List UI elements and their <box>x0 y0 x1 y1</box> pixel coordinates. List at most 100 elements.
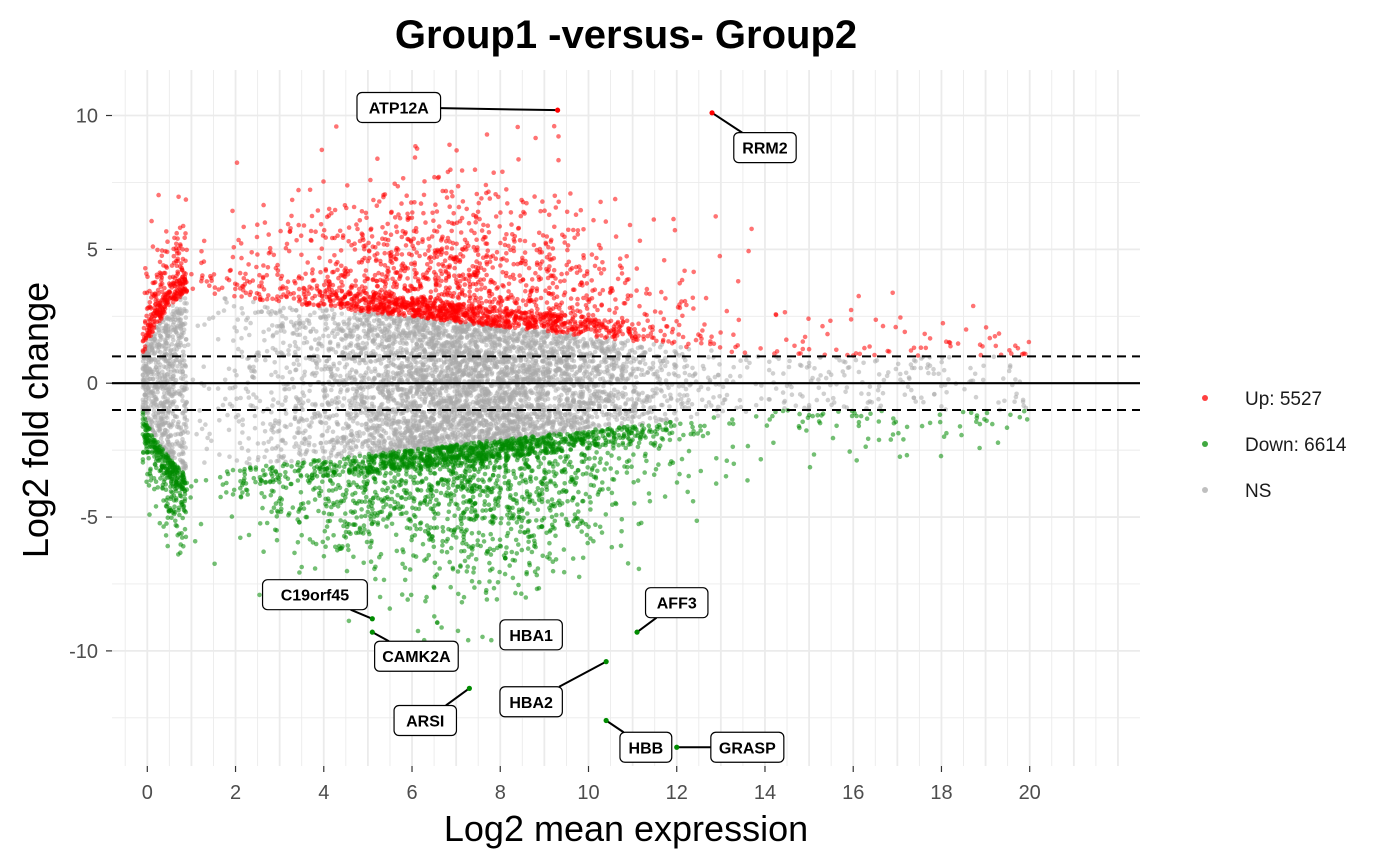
data-point <box>521 351 527 356</box>
data-point <box>323 321 329 327</box>
data-point <box>436 374 442 379</box>
data-point <box>317 358 322 363</box>
data-point <box>334 454 339 459</box>
data-point <box>518 397 523 403</box>
data-point <box>335 395 341 400</box>
data-point <box>881 377 887 383</box>
data-point <box>641 404 646 410</box>
data-point <box>307 388 312 394</box>
data-point <box>262 429 268 434</box>
data-point <box>681 393 687 398</box>
data-point <box>321 388 326 393</box>
data-point <box>222 377 228 383</box>
data-point <box>329 373 335 379</box>
data-point <box>366 376 372 381</box>
data-point <box>171 337 176 343</box>
data-point <box>294 327 300 333</box>
data-point <box>174 404 179 410</box>
data-point <box>541 334 546 339</box>
data-point <box>359 422 365 428</box>
data-point <box>318 440 324 446</box>
data-point <box>895 361 901 367</box>
data-point <box>330 447 335 453</box>
data-point <box>593 410 599 416</box>
data-point <box>384 316 389 322</box>
data-point <box>288 319 294 325</box>
data-point <box>341 356 347 362</box>
data-point <box>155 386 160 392</box>
data-point <box>898 377 903 383</box>
plot-panel: ATP12ARRM2C19orf45CAMK2AHBA1AFF3HBA2ARSI… <box>112 70 1140 766</box>
data-point <box>372 366 378 372</box>
data-point <box>229 403 235 409</box>
data-point <box>319 367 324 372</box>
data-point <box>145 385 151 391</box>
data-point <box>939 383 944 389</box>
data-point <box>182 296 188 301</box>
data-point <box>386 422 391 428</box>
data-point <box>377 318 382 323</box>
data-point <box>306 398 311 404</box>
data-point <box>706 354 711 360</box>
data-point <box>561 344 566 350</box>
data-point <box>962 386 967 392</box>
data-point <box>181 421 187 427</box>
data-point <box>293 343 299 349</box>
data-point <box>390 421 396 426</box>
data-point <box>143 364 148 369</box>
series-ns <box>140 294 1029 472</box>
data-point <box>439 420 444 426</box>
data-point <box>407 435 413 440</box>
data-point <box>314 365 320 370</box>
data-point <box>523 400 528 405</box>
data-point <box>454 365 459 370</box>
data-point <box>312 443 317 448</box>
data-point <box>165 397 170 402</box>
data-point <box>612 414 618 420</box>
data-point <box>358 373 363 378</box>
data-point <box>190 377 196 383</box>
data-point <box>939 359 944 365</box>
data-point <box>423 367 429 373</box>
data-point <box>546 375 552 381</box>
data-point <box>290 331 296 336</box>
data-point <box>363 350 369 356</box>
data-point <box>341 396 347 401</box>
data-point <box>594 414 600 420</box>
data-point <box>587 376 593 382</box>
data-point <box>421 432 426 437</box>
data-point <box>533 385 538 391</box>
data-point <box>153 360 159 366</box>
data-point <box>292 339 298 345</box>
data-point <box>431 332 436 338</box>
data-point <box>683 386 689 392</box>
data-point <box>587 350 593 356</box>
data-point <box>528 416 534 422</box>
data-point <box>623 402 628 407</box>
data-point <box>425 325 430 331</box>
data-point <box>653 415 658 421</box>
data-point <box>164 428 170 434</box>
data-point <box>234 328 239 334</box>
data-point <box>662 393 667 399</box>
data-point <box>682 370 688 376</box>
data-point <box>155 417 161 423</box>
data-point <box>268 312 273 317</box>
data-point <box>737 397 743 403</box>
data-point <box>528 367 534 372</box>
data-point <box>913 359 918 364</box>
data-point <box>474 344 480 350</box>
data-point <box>463 417 469 422</box>
data-point <box>946 377 951 382</box>
data-point <box>759 383 764 388</box>
data-point <box>472 368 477 373</box>
data-point <box>499 367 505 372</box>
data-point <box>559 392 564 398</box>
data-point <box>364 317 369 323</box>
data-point <box>701 366 707 372</box>
data-point <box>511 331 516 337</box>
data-point <box>655 369 660 374</box>
data-point <box>239 306 244 311</box>
data-point <box>468 432 474 437</box>
data-point <box>599 359 604 365</box>
